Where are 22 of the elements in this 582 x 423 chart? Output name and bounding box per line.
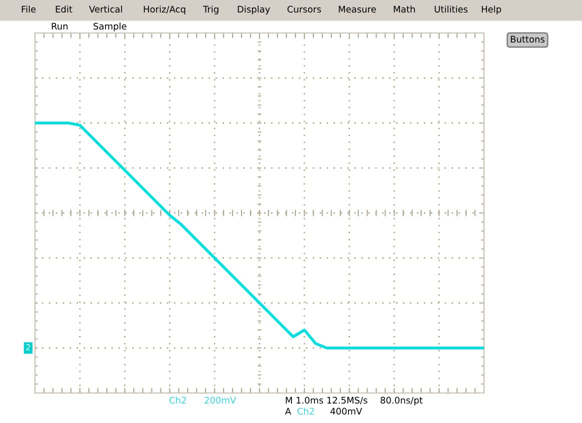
text: 400mV [330,408,362,415]
text: Ch2 [298,408,314,415]
text: Utilities [434,6,468,13]
text: 80.0ns/pt [380,396,423,406]
text: Run [52,22,68,30]
text: M 1.0ms 12.5MS/s [286,396,368,404]
text: Math [394,6,415,13]
annotation: 2 [26,344,30,350]
text: Display [238,6,270,14]
text: 200mV [204,396,236,404]
text: Trig [202,6,218,14]
text: A [285,408,292,414]
text: File [22,6,36,13]
text: Horiz/Acq [144,6,186,14]
text: Buttons [510,36,544,43]
text: Measure [338,6,376,13]
text: Help [482,6,502,14]
text: Ch2 [170,396,186,404]
text: Cursors [288,6,321,13]
text: Vertical [89,6,122,13]
text: Edit [56,6,72,13]
text: Sample [94,22,126,32]
